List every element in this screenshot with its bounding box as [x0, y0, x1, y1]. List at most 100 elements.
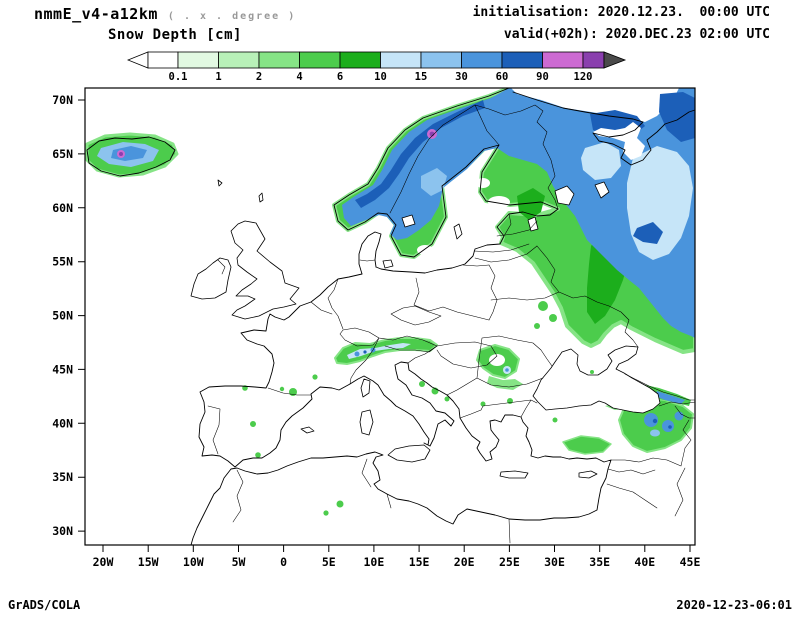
- map-frame: [84, 87, 696, 546]
- island-balearics: [300, 426, 315, 434]
- colorbar-segment: [582, 51, 605, 69]
- colorbar-segment: [147, 51, 179, 69]
- colorbar-segment: [501, 51, 543, 69]
- colorbar-level-label: 60: [496, 71, 509, 83]
- island-zealand: [382, 259, 394, 269]
- snow-extreme-core: [429, 131, 435, 137]
- lon-tick-label: 5W: [232, 555, 246, 569]
- colorbar-level-label: 10: [374, 71, 387, 83]
- axis-labels: 70N 65N 60N 55N 50N 45N 40N 35N 30N 20W …: [52, 93, 700, 569]
- snow-speck: [312, 374, 318, 380]
- lake-peipus: [527, 216, 539, 232]
- lon-tick-label: 30E: [544, 555, 565, 569]
- black-sea: [532, 345, 661, 414]
- island-cyprus: [578, 470, 598, 479]
- snow-field-alps-core: [363, 350, 367, 354]
- island-gotland: [453, 223, 463, 240]
- borders-balkans: [407, 335, 553, 419]
- lon-tick-label: 10W: [183, 555, 204, 569]
- island-shetland: [258, 192, 264, 203]
- borders-central-europe: [207, 259, 490, 455]
- coast-barents-whitesea: [512, 91, 696, 166]
- snow-extreme-core: [119, 152, 123, 156]
- barents-sea: [511, 88, 679, 122]
- lat-tick-label: 30N: [52, 524, 73, 538]
- lake-vanern: [401, 214, 416, 228]
- borders-africa: [232, 458, 511, 544]
- snow-speck: [552, 417, 558, 423]
- island-faroe: [217, 179, 223, 187]
- snow-field-anatolia-dark: [668, 425, 672, 429]
- lon-tick-label: 35E: [589, 555, 610, 569]
- snow-field-carpathians-south: [487, 376, 523, 390]
- country-borders: [207, 104, 696, 544]
- lon-tick-label: 40E: [634, 555, 655, 569]
- snow-speck: [444, 396, 450, 402]
- snow-field-alps-green: [334, 337, 438, 365]
- lon-tick-label: 25E: [499, 555, 520, 569]
- lat-tick-label: 45N: [52, 362, 73, 376]
- lat-tick-label: 40N: [52, 416, 73, 430]
- coastlines: [86, 87, 696, 546]
- snow-speck: [255, 452, 261, 458]
- colorbar-left-arrow: [126, 51, 149, 69]
- colorbar-segment: [299, 51, 341, 69]
- lon-tick-label: 15E: [409, 555, 430, 569]
- initialisation-line: initialisation: 2020.12.23. 00:00 UTC: [472, 5, 770, 20]
- model-name: nmmE_v4-a12km: [34, 5, 158, 23]
- snow-field-pale-patch: [581, 142, 621, 180]
- snow-speck: [323, 510, 329, 516]
- snow-field-alps-pale: [347, 343, 411, 359]
- colorbar-segment: [380, 51, 422, 69]
- lat-tick-label: 50N: [52, 309, 73, 323]
- field-title: Snow Depth [cm]: [108, 27, 242, 43]
- lon-tick-label: 20W: [93, 555, 114, 569]
- axis-ticks: [78, 99, 691, 552]
- colorbar: 0.1 1 2 4 6 10 15 30 60 90 120: [126, 51, 627, 83]
- colorbar-level-label: 6: [337, 71, 343, 83]
- bare-ground-patch: [417, 245, 433, 255]
- coast-baltic-southeast: [375, 208, 559, 274]
- lon-tick-label: 15W: [138, 555, 159, 569]
- island-corsica: [360, 378, 371, 398]
- colorbar-level-label: 2: [256, 71, 262, 83]
- borders-baltics: [462, 213, 538, 267]
- creation-timestamp: 2020-12-23-06:01: [676, 598, 792, 612]
- bare-ground-patch: [488, 196, 510, 208]
- lat-tick-label: 60N: [52, 201, 73, 215]
- colorbar-level-label: 0.1: [169, 71, 188, 83]
- colorbar-right-arrow: [603, 51, 627, 69]
- colorbar-segment: [177, 51, 219, 69]
- snow-speck-atlas: [336, 500, 344, 508]
- snow-field-anatolia-dark: [652, 418, 658, 424]
- lat-tick-label: 35N: [52, 470, 73, 484]
- colorbar-level-label: 120: [574, 71, 593, 83]
- lat-tick-label: 70N: [52, 93, 73, 107]
- borders-anatolia-caucasus: [606, 373, 696, 517]
- island-britain: [230, 220, 300, 320]
- island-iceland-outline: [86, 136, 176, 177]
- snow-speck: [279, 386, 285, 392]
- colorbar-segment: [218, 51, 260, 69]
- grads-credit: GrADS/COLA: [8, 598, 81, 612]
- coast-scandinavia: [333, 87, 559, 258]
- island-sicily: [387, 444, 431, 463]
- snow-speck: [250, 421, 256, 427]
- colorbar-segment: [258, 51, 300, 69]
- snow-speck: [538, 301, 548, 311]
- bare-ground-patch: [489, 354, 505, 366]
- snow-field-anatolia-blue: [674, 411, 684, 421]
- colorbar-segment: [461, 51, 503, 69]
- lake-onega: [594, 181, 610, 199]
- borders-east-europe: [488, 245, 639, 348]
- snow-speck: [419, 381, 425, 387]
- colorbar-level-label: 1: [215, 71, 221, 83]
- snow-speck-crimea: [590, 370, 594, 374]
- snow-field-dark-northeast: [659, 92, 695, 142]
- colorbar-level-label: 15: [415, 71, 428, 83]
- lake-ladoga: [554, 185, 575, 206]
- island-crete: [499, 470, 529, 479]
- valid-time-line: valid(+02h): 2020.DEC.23 02:00 UTC: [503, 27, 770, 42]
- snow-speck: [480, 401, 486, 407]
